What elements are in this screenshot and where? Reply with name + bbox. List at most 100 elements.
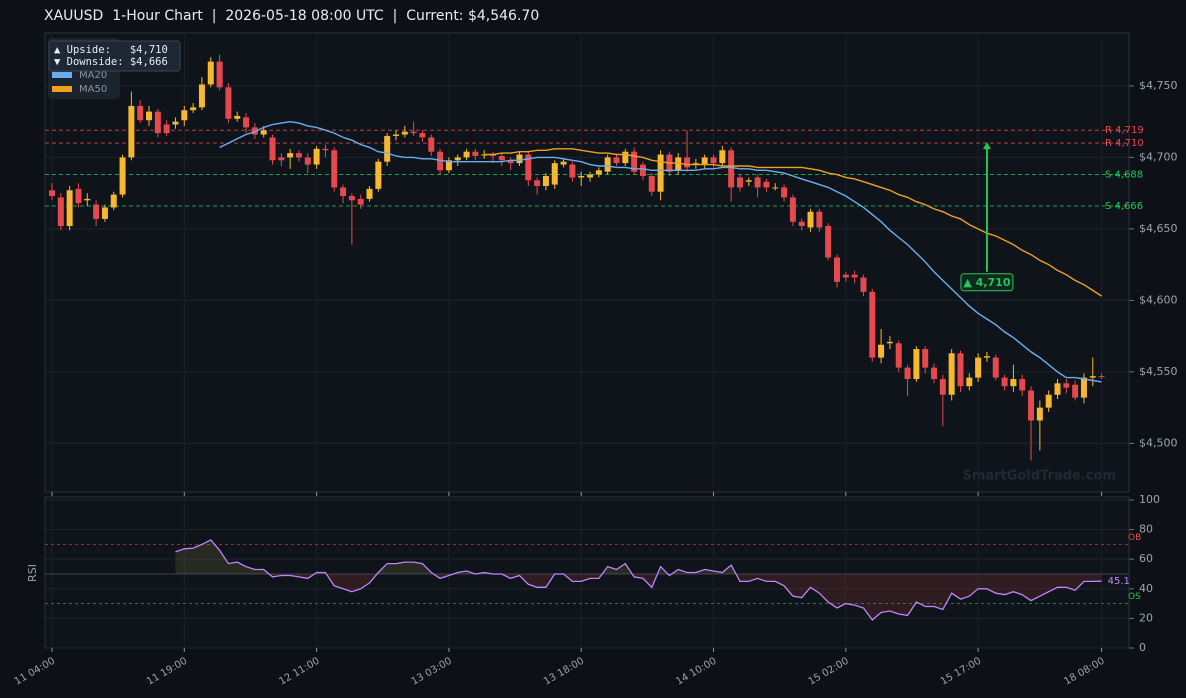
candle-body [931, 367, 938, 380]
candle-body [163, 124, 170, 134]
annotation-box [960, 273, 1014, 292]
rsi-fill [175, 539, 1102, 574]
candle-body [128, 105, 135, 158]
rsi-axis-label: RSI [26, 564, 39, 582]
rsi-value-label: 45.1 [1108, 576, 1130, 587]
candle-body [463, 151, 470, 158]
candle-body [172, 121, 179, 125]
candle-body [137, 105, 144, 121]
candle-body [966, 377, 973, 387]
candle-body [93, 204, 100, 219]
candle-body [322, 148, 329, 151]
candle-body [1028, 390, 1035, 421]
candle-body [84, 198, 91, 201]
candle-body [1019, 379, 1026, 391]
y-tick-label: 80 [1139, 523, 1153, 536]
candle-body [789, 197, 796, 222]
candle-body [419, 133, 426, 138]
candle-body [507, 160, 514, 164]
candle-body [807, 211, 814, 228]
candle-body [340, 187, 347, 197]
candle-body [295, 153, 302, 158]
candle-body [375, 161, 382, 189]
candle-body [366, 188, 373, 199]
candle-body [1054, 383, 1061, 395]
candle-body [260, 130, 267, 135]
candle-body [110, 194, 117, 208]
candle-body [710, 157, 717, 164]
candle-body [154, 111, 161, 134]
y-tick-label: $4,550 [1139, 365, 1178, 378]
candle-body [648, 175, 655, 192]
candle-body [101, 207, 108, 219]
candle-body [357, 198, 364, 205]
candle-body [1089, 376, 1096, 378]
ma-line [219, 120, 1102, 383]
candle-body [878, 344, 885, 358]
candle-body [225, 87, 232, 119]
candle-body [190, 107, 197, 111]
level-label: S 4,666 [1105, 201, 1143, 212]
chart-title: XAUUSD 1-Hour Chart | 2026-05-18 08:00 U… [44, 8, 539, 24]
candle-body [957, 353, 964, 387]
candle-body [595, 170, 602, 175]
candle-body [392, 134, 399, 136]
candle-body [1098, 376, 1105, 378]
candle-body [278, 157, 285, 161]
candle-body [1001, 377, 1008, 387]
y-tick-label: 60 [1139, 552, 1153, 565]
candle-body [75, 188, 82, 204]
rsi-fill [269, 573, 1102, 620]
candle-body [313, 148, 320, 165]
candle-body [498, 155, 505, 161]
candle-body [719, 150, 726, 164]
candle-body [428, 137, 435, 152]
candle-body [692, 163, 699, 165]
candle-body [551, 163, 558, 185]
candle-body [1036, 407, 1043, 421]
candle-body [745, 180, 752, 182]
candle-body [49, 190, 55, 197]
candle-body [57, 197, 64, 227]
level-label: R 4,719 [1105, 125, 1144, 136]
y-tick-label: 0 [1139, 641, 1146, 654]
candle-body [631, 151, 638, 172]
candle-body [1010, 379, 1017, 387]
candle-body [269, 137, 276, 161]
threshold-label: OS [1128, 592, 1141, 602]
legend-label: MA50 [79, 84, 107, 95]
candle-body [895, 343, 902, 368]
candle-body [119, 157, 126, 195]
candle-body [975, 357, 982, 378]
candle-body [198, 84, 205, 108]
candle-body [331, 150, 338, 188]
info-box [48, 40, 181, 72]
candle-body [445, 160, 452, 171]
legend-swatch [52, 72, 72, 78]
candle-body [860, 277, 867, 292]
info-line: ▲ Upside: $4,710 [54, 44, 168, 56]
y-tick-label: $4,700 [1139, 150, 1178, 163]
candle-body [639, 164, 646, 176]
price-panel [44, 32, 1130, 493]
candle-body [754, 177, 761, 188]
candle-body [384, 135, 391, 162]
candle-body [983, 356, 990, 358]
candle-body [825, 226, 832, 258]
candle-body [798, 221, 805, 227]
candle-body [939, 379, 946, 395]
candle-body [869, 291, 876, 358]
y-tick-label: 20 [1139, 611, 1153, 624]
y-tick-label: 40 [1139, 582, 1153, 595]
candle-body [578, 175, 585, 178]
y-tick-label: $4,650 [1139, 222, 1178, 235]
candle-body [243, 117, 250, 128]
legend-label: MA20 [79, 70, 107, 81]
candle-body [490, 154, 497, 156]
candle-body [525, 154, 532, 181]
candle-body [481, 154, 488, 156]
annotation-label: ▲ 4,710 [963, 276, 1010, 289]
candle-body [781, 187, 788, 198]
candle-body [728, 150, 735, 188]
